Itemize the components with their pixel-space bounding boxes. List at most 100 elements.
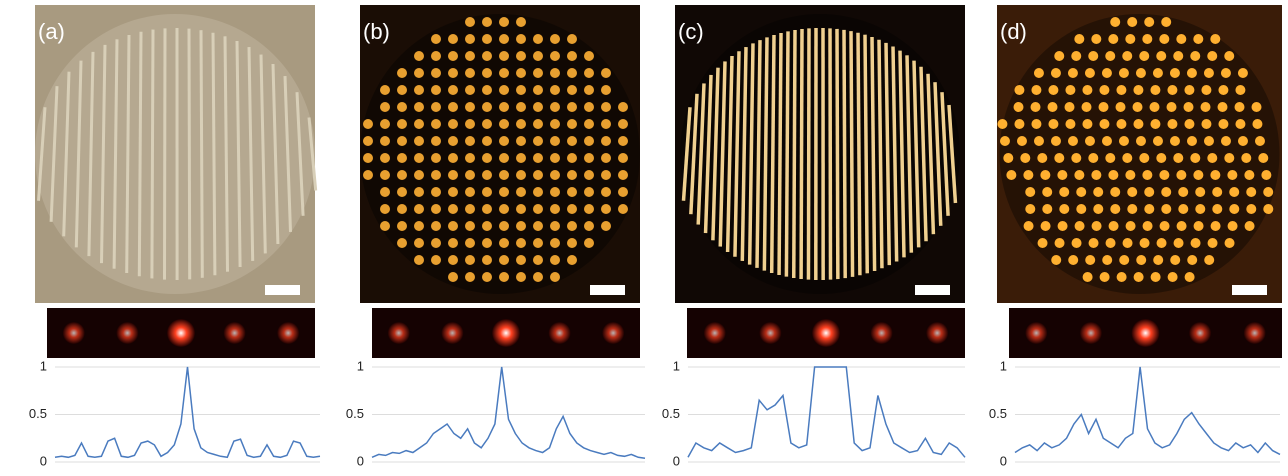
order (704, 322, 726, 344)
spot (516, 153, 526, 163)
spot (465, 238, 475, 248)
spot (1187, 136, 1197, 146)
spot (363, 136, 373, 146)
spot (516, 238, 526, 248)
spot (584, 170, 594, 180)
spot (516, 221, 526, 231)
spot (567, 204, 577, 214)
profile-line (372, 367, 645, 458)
spot (516, 187, 526, 197)
spot (1110, 17, 1120, 27)
fringe (858, 33, 860, 276)
y-tick-label: 1 (40, 358, 47, 373)
scale-bar (915, 285, 950, 295)
spot (380, 119, 390, 129)
spot (533, 136, 543, 146)
spot (618, 170, 628, 180)
spot (1074, 34, 1084, 44)
spot (414, 238, 424, 248)
spot (550, 85, 560, 95)
spot (380, 221, 390, 231)
spot (431, 170, 441, 180)
spot (1190, 51, 1200, 61)
spot (414, 85, 424, 95)
spot (1136, 255, 1146, 265)
spot (1054, 153, 1064, 163)
order (1189, 322, 1211, 344)
spot (567, 85, 577, 95)
spot (516, 68, 526, 78)
spot (397, 119, 407, 129)
spot (1076, 187, 1086, 197)
spot (1246, 204, 1256, 214)
spot (1241, 153, 1251, 163)
spot (482, 51, 492, 61)
y-tick-label: 1 (1000, 358, 1007, 373)
fringe (786, 31, 788, 276)
spot (465, 136, 475, 146)
spot (1092, 221, 1102, 231)
spot (1139, 51, 1149, 61)
spot (1184, 119, 1194, 129)
spot (448, 187, 458, 197)
spot (1122, 51, 1132, 61)
spot (1184, 102, 1194, 112)
spot (1177, 221, 1187, 231)
scale-bar (265, 285, 300, 295)
spot (499, 136, 509, 146)
spot (1014, 119, 1024, 129)
spot (1170, 136, 1180, 146)
spot (431, 34, 441, 44)
spot (448, 221, 458, 231)
spot (414, 102, 424, 112)
spot (465, 272, 475, 282)
spot (1105, 51, 1115, 61)
spot (431, 255, 441, 265)
order (1080, 322, 1102, 344)
spot (584, 221, 594, 231)
spot (516, 102, 526, 112)
spot (601, 68, 611, 78)
spot (363, 170, 373, 180)
spot (1085, 68, 1095, 78)
spot (1034, 68, 1044, 78)
spot (1224, 153, 1234, 163)
spot (567, 221, 577, 231)
spot (1201, 119, 1211, 129)
spot (516, 17, 526, 27)
spot (465, 204, 475, 214)
spot (380, 85, 390, 95)
spot (1020, 153, 1030, 163)
y-tick-label: 1 (673, 358, 680, 373)
spot (1184, 85, 1194, 95)
spot (431, 136, 441, 146)
spot (448, 238, 458, 248)
spot (448, 170, 458, 180)
spot (1102, 68, 1112, 78)
spot (1136, 68, 1146, 78)
spot (1110, 187, 1120, 197)
spot (1109, 221, 1119, 231)
spot (550, 272, 560, 282)
spot (1221, 68, 1231, 78)
figure: (a)00.51(b)00.51(c)00.51(d)00.51 (0, 0, 1288, 471)
spot (1075, 221, 1085, 231)
panel-label: (d) (1000, 19, 1027, 44)
spot (1218, 119, 1228, 129)
order (549, 322, 571, 344)
order (759, 322, 781, 344)
spot (1119, 136, 1129, 146)
spot (1071, 153, 1081, 163)
spot (1246, 187, 1256, 197)
order (388, 322, 410, 344)
spot (465, 102, 475, 112)
spot (499, 238, 509, 248)
spot (1144, 187, 1154, 197)
spot (363, 153, 373, 163)
spot (414, 153, 424, 163)
spot (397, 187, 407, 197)
spot (567, 51, 577, 61)
y-tick-label: 0.5 (346, 406, 364, 421)
spot (499, 255, 509, 265)
spot (1105, 153, 1115, 163)
